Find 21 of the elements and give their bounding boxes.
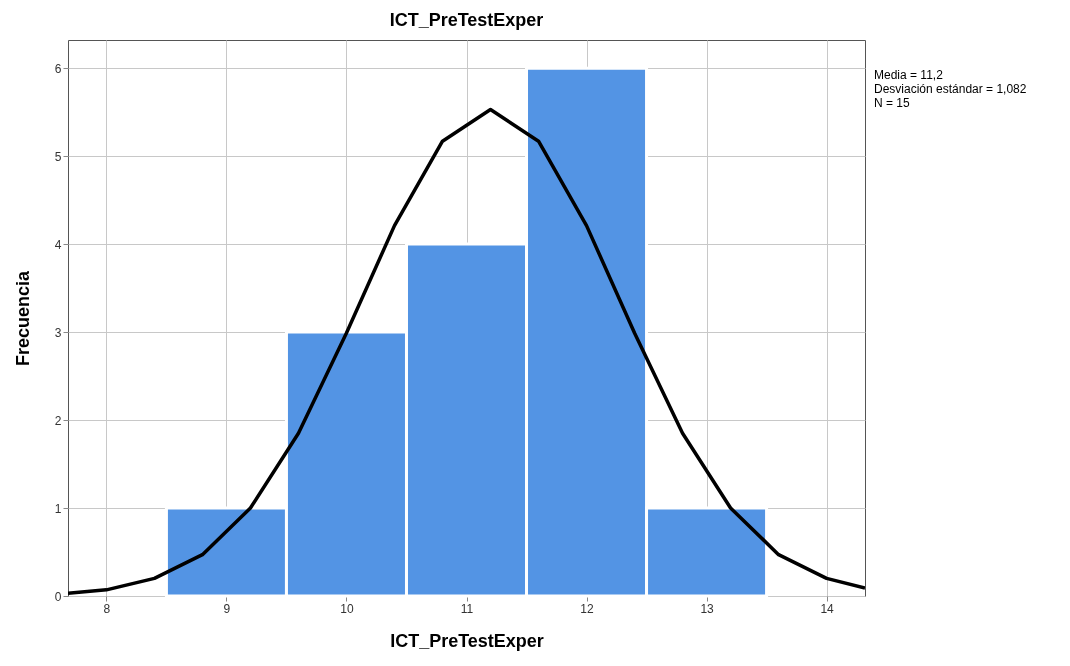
y-tick-label: 6 <box>54 61 62 76</box>
y-tick-label: 1 <box>54 501 62 516</box>
x-tick-label: 10 <box>340 601 354 616</box>
text: Media = 11,2 <box>874 68 944 82</box>
y-tick-label: 2 <box>54 413 62 428</box>
y-tick-label: 4 <box>54 237 62 252</box>
y-tick-label: 3 <box>54 325 62 340</box>
y-tick-label: 5 <box>54 149 62 164</box>
y-tick-label: 0 <box>54 589 62 604</box>
x-tick-label: 11 <box>460 601 474 616</box>
x-axis-title: ICT_PreTestExper <box>390 630 544 651</box>
text: Desviación estándar = 1,082 <box>874 82 1027 96</box>
line-series <box>68 107 865 596</box>
y-axis-title: Frecuencia <box>12 269 33 367</box>
x-tick-label: 13 <box>700 601 715 616</box>
x-tick-label: 14 <box>820 601 835 616</box>
text: N = 15 <box>874 96 911 110</box>
x-tick-label: 9 <box>223 601 231 616</box>
x-tick-label: 8 <box>103 601 111 616</box>
chart-title: ICT_PreTestExper <box>389 10 544 30</box>
x-tick-label: 12 <box>580 601 595 616</box>
